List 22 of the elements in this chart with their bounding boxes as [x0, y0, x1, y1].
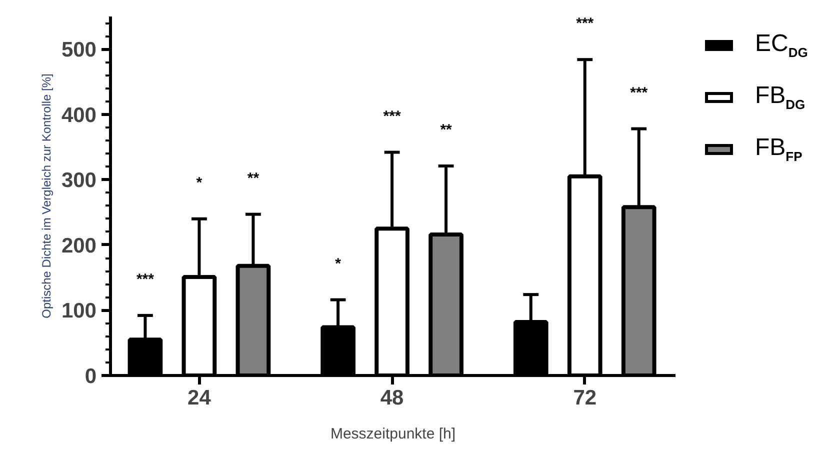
y-tick-label: 400	[61, 104, 97, 127]
x-tick-label: 48	[380, 386, 404, 410]
legend-label: FB$_{FP}$	[755, 133, 802, 166]
y-tick-label: 100	[61, 300, 97, 323]
annotation: ***	[136, 270, 154, 288]
y-axis-title: Optische Dichte im Vergleich zur Kontrolle [%]	[39, 74, 54, 318]
y-tick-label: 300	[61, 169, 97, 192]
y-tick-label: 200	[61, 234, 97, 258]
legend-label: FB$_{DG}$	[755, 81, 806, 114]
y-tick-label: 0	[84, 365, 97, 388]
x-axis-title: Messzeitpunkte [h]	[330, 426, 456, 442]
y-tick-label: 500	[61, 38, 97, 62]
annotation: **	[440, 121, 452, 138]
x-tick-label: 24	[188, 386, 212, 410]
annotation: ***	[576, 15, 594, 32]
annotation: *	[335, 255, 342, 272]
x-tick-label: 72	[573, 386, 597, 410]
annotation: ***	[383, 108, 401, 125]
annotation: *	[196, 174, 202, 192]
legend-label: EC$_{DG}$	[755, 29, 808, 62]
annotation: ***	[630, 84, 648, 102]
annotation: **	[247, 170, 260, 187]
